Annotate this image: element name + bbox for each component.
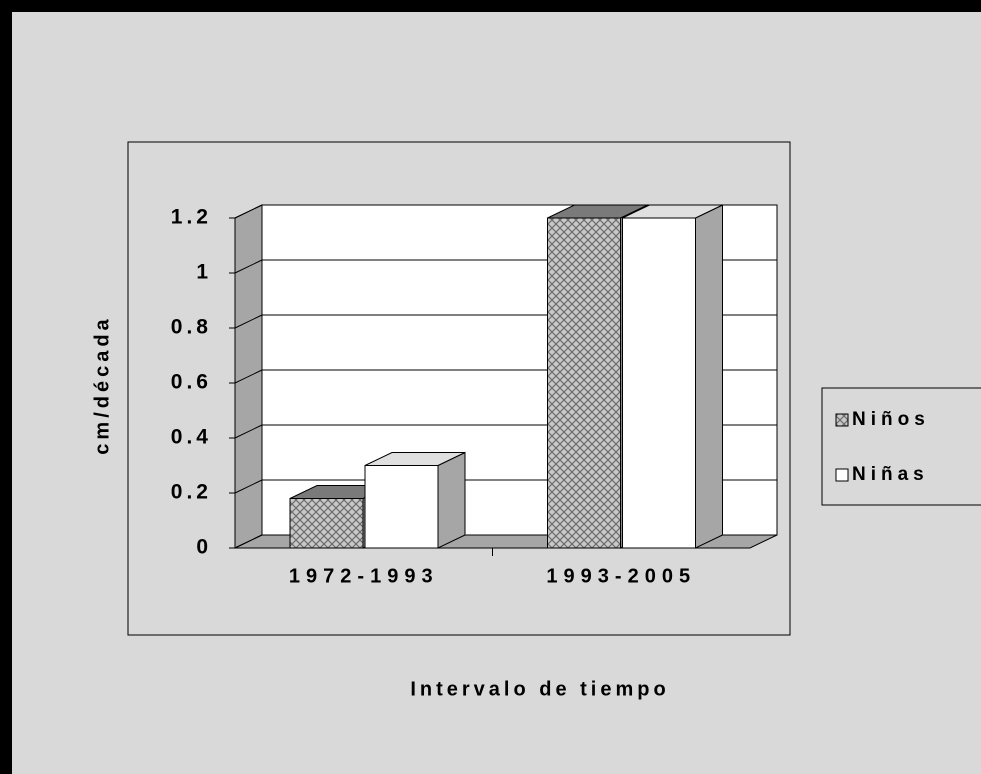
y-tick-label: 0.2: [171, 481, 212, 504]
frame-top: [0, 0, 981, 12]
legend-label: Niños: [852, 409, 930, 430]
grid-line-side: [234, 424, 263, 439]
y-tick-label: 0.4: [171, 426, 212, 449]
y-tick-label: 0.8: [171, 316, 212, 339]
grid-line-side: [234, 534, 263, 549]
bar-front: [364, 465, 439, 549]
x-tick-label: 1972-1993: [289, 565, 439, 587]
legend-label: Niñas: [852, 464, 929, 485]
bar-front: [547, 217, 621, 549]
x-axis-title: Intervalo de tiempo: [410, 678, 669, 700]
bar-side: [695, 204, 723, 549]
frame-left: [0, 0, 12, 774]
bar: [364, 451, 466, 549]
y-tick-label: 0.6: [171, 371, 212, 394]
legend-swatch: [835, 413, 849, 427]
y-tick-label: 1.2: [171, 206, 212, 229]
grid-line-side: [234, 259, 263, 274]
y-tick-label: 0: [196, 536, 212, 559]
y-tick-label: 1: [196, 261, 212, 284]
x-tick-label: 1993-2005: [546, 565, 696, 587]
plot-area: [127, 141, 791, 636]
legend-swatch: [835, 468, 849, 482]
legend-box: [821, 387, 981, 506]
grid-line-side: [234, 314, 263, 329]
grid-line-side: [234, 369, 263, 384]
bar-front: [289, 498, 364, 549]
bar: [622, 204, 723, 549]
y-axis-title: cm/década: [91, 315, 113, 454]
bar-front: [622, 217, 696, 549]
grid-line-side: [234, 204, 263, 219]
bar-side: [437, 451, 466, 549]
grid-line-side: [234, 479, 263, 494]
